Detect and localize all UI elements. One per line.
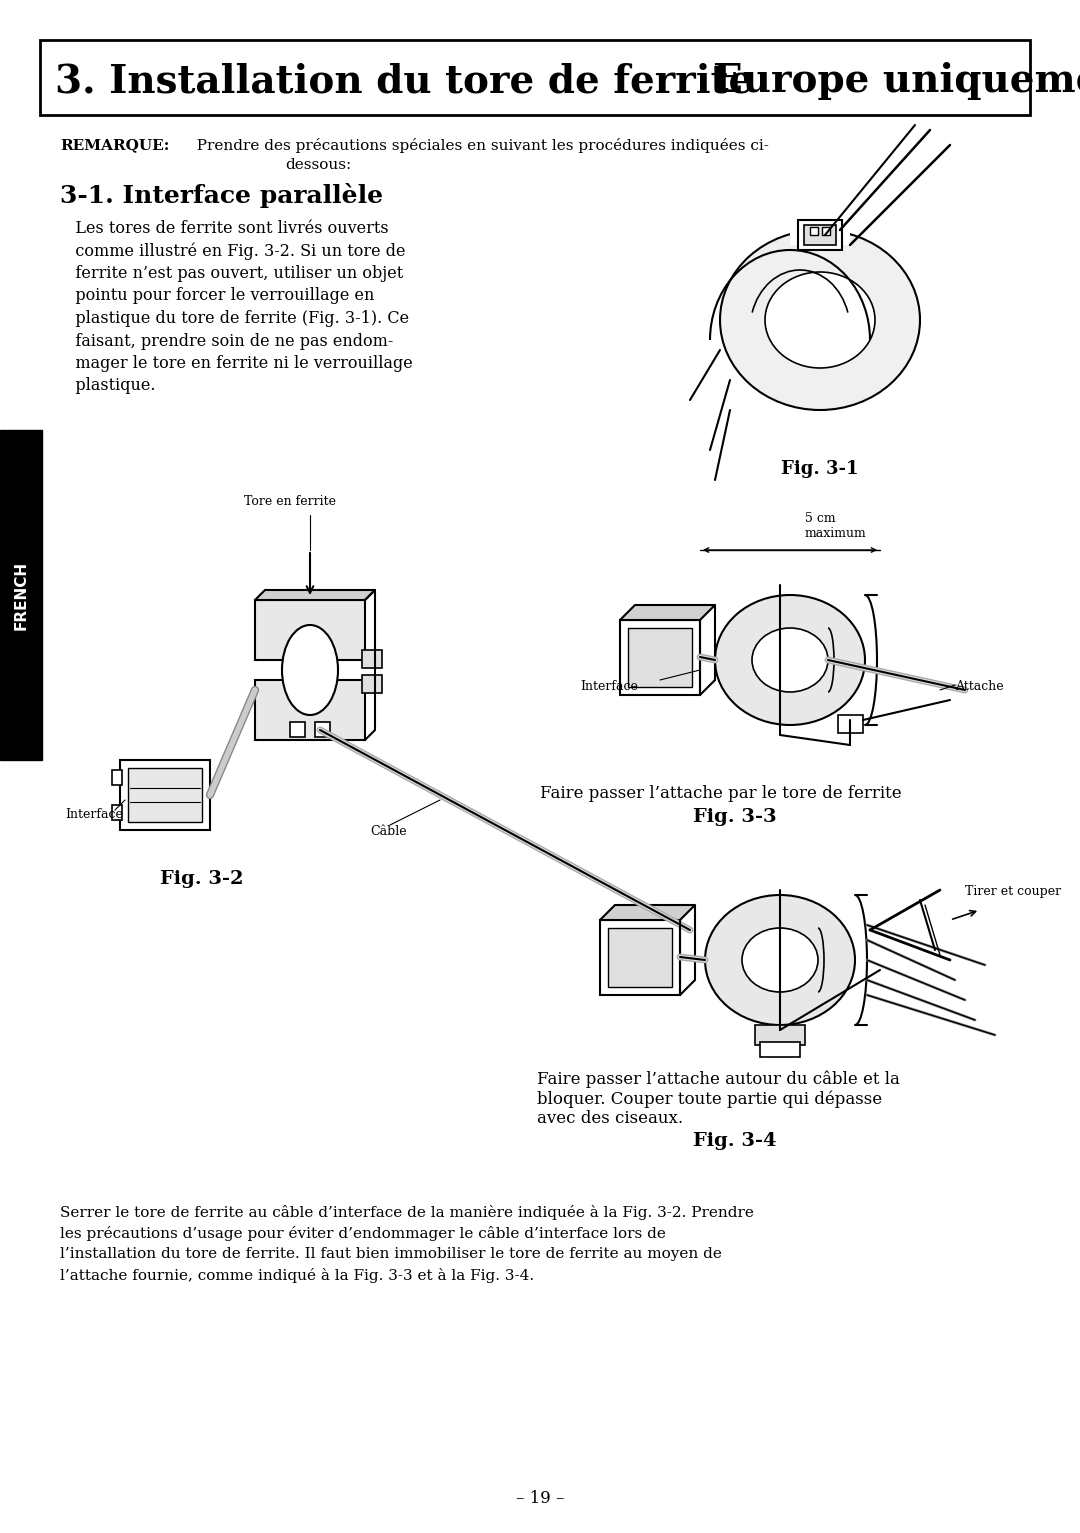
Text: faisant, prendre soin de ne pas endom-: faisant, prendre soin de ne pas endom- — [60, 333, 393, 350]
Text: l’attache fournie, comme indiqué à la Fig. 3-3 et à la Fig. 3-4.: l’attache fournie, comme indiqué à la Fi… — [60, 1268, 535, 1283]
Bar — [362, 675, 382, 693]
Polygon shape — [255, 599, 365, 661]
Text: Faire passer l’attache autour du câble et la: Faire passer l’attache autour du câble e… — [537, 1070, 900, 1087]
Text: Interface: Interface — [580, 681, 638, 693]
Text: Interface: Interface — [65, 808, 123, 822]
Text: – 19 –: – 19 – — [516, 1490, 564, 1507]
Polygon shape — [600, 904, 696, 920]
Text: 3-1. Interface parallèle: 3-1. Interface parallèle — [60, 182, 383, 208]
Text: avec des ciseaux.: avec des ciseaux. — [537, 1110, 684, 1127]
Bar — [129, 768, 202, 822]
Bar — [600, 920, 680, 995]
Text: l’installation du tore de ferrite. Il faut bien immobiliser le tore de ferrite a: l’installation du tore de ferrite. Il fa… — [60, 1246, 721, 1262]
Text: ferrite n’est pas ouvert, utiliser un objet: ferrite n’est pas ouvert, utiliser un ob… — [60, 265, 403, 282]
Text: 5 cm
maximum: 5 cm maximum — [805, 512, 867, 540]
Text: Attache: Attache — [955, 681, 1003, 693]
Text: plastique du tore de ferrite (Fig. 3-1). Ce: plastique du tore de ferrite (Fig. 3-1).… — [60, 310, 409, 327]
Text: comme illustré en Fig. 3-2. Si un tore de: comme illustré en Fig. 3-2. Si un tore d… — [60, 242, 405, 261]
Text: Les tores de ferrite sont livrés ouverts: Les tores de ferrite sont livrés ouverts — [60, 221, 389, 238]
Bar — [627, 629, 692, 687]
Text: bloquer. Couper toute partie qui dépasse: bloquer. Couper toute partie qui dépasse — [537, 1090, 882, 1107]
Text: Fig. 3-2: Fig. 3-2 — [160, 871, 243, 888]
Text: pointu pour forcer le verrouillage en: pointu pour forcer le verrouillage en — [60, 288, 375, 305]
Bar — [0, 429, 42, 760]
Text: FRENCH: FRENCH — [13, 561, 28, 630]
Text: 3. Installation du tore de ferrite: 3. Installation du tore de ferrite — [55, 63, 753, 101]
Bar — [40, 40, 1030, 115]
Bar — [291, 722, 305, 737]
Bar — [112, 770, 122, 785]
Text: REMARQUE:: REMARQUE: — [60, 138, 170, 152]
Bar — [798, 221, 842, 250]
Bar — [112, 805, 122, 820]
Text: Faire passer l’attache par le tore de ferrite: Faire passer l’attache par le tore de fe… — [540, 785, 902, 802]
Ellipse shape — [282, 625, 338, 714]
Bar — [804, 225, 836, 245]
Text: les précautions d’usage pour éviter d’endommager le câble d’interface lors de: les précautions d’usage pour éviter d’en… — [60, 1226, 666, 1242]
Text: Tirer et couper: Tirer et couper — [966, 885, 1062, 898]
Ellipse shape — [742, 927, 818, 992]
Text: mager le tore en ferrite ni le verrouillage: mager le tore en ferrite ni le verrouill… — [60, 356, 413, 373]
Ellipse shape — [715, 595, 865, 725]
Bar — [838, 714, 863, 733]
Polygon shape — [255, 590, 375, 599]
Ellipse shape — [765, 271, 875, 368]
Ellipse shape — [705, 895, 855, 1026]
Bar — [789, 221, 850, 245]
Text: plastique.: plastique. — [60, 377, 156, 394]
Text: Fig. 3-1: Fig. 3-1 — [781, 460, 859, 478]
Text: Câble: Câble — [370, 825, 407, 839]
Text: Europe uniquement: Europe uniquement — [713, 63, 1080, 101]
Text: Serrer le tore de ferrite au câble d’interface de la manière indiquée à la Fig. : Serrer le tore de ferrite au câble d’int… — [60, 1205, 754, 1220]
Text: Tore en ferrite: Tore en ferrite — [244, 495, 336, 507]
Bar — [822, 227, 831, 235]
Bar — [608, 927, 672, 987]
Polygon shape — [620, 606, 715, 619]
Text: dessous:: dessous: — [285, 158, 351, 172]
Text: Fig. 3-3: Fig. 3-3 — [693, 808, 777, 826]
Polygon shape — [255, 681, 365, 740]
Bar — [760, 1042, 800, 1056]
Bar — [120, 760, 210, 829]
Bar — [620, 619, 700, 694]
Ellipse shape — [720, 230, 920, 409]
Ellipse shape — [752, 629, 828, 691]
Text: Fig. 3-4: Fig. 3-4 — [693, 1131, 777, 1150]
Text: Prendre des précautions spéciales en suivant les procédures indiquées ci-: Prendre des précautions spéciales en sui… — [187, 138, 769, 153]
Bar — [315, 722, 330, 737]
Bar — [362, 650, 382, 668]
Bar — [810, 227, 818, 235]
Bar — [755, 1026, 805, 1046]
